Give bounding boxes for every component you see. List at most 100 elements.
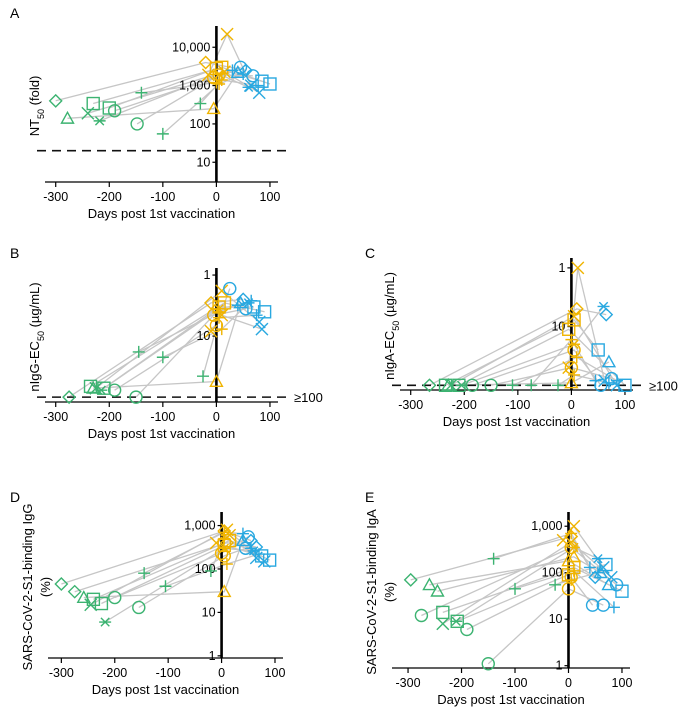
x-tick-label: -100 [150,410,175,424]
point-circle2-0 [129,390,143,404]
point-x2-0 [562,361,576,375]
x-tick-label: -300 [398,398,423,412]
point-circle1-2 [233,60,248,74]
point-circle1-0 [465,378,480,393]
point-diamond-2 [238,63,253,78]
y-tick-label: 1 [209,649,216,663]
panel-d: D -300 -200 -100 0 100 Days post 1st vaccinati… [10,489,285,697]
x-tick-label: 100 [260,410,281,424]
y-axis-label-unit: (%) [38,577,53,597]
point-plus3-0 [552,379,565,392]
point-plus2-2 [589,374,602,387]
point-plus3-2 [252,79,265,92]
point-triangle-1 [209,374,224,388]
point-square1-2 [591,343,605,357]
panel-label: D [10,489,20,505]
series-line-circle2 [487,588,604,665]
point-asterisk-1 [567,542,580,553]
point-x2-2 [255,322,269,336]
point-asterisk-0 [455,380,468,390]
point-diamond-0 [422,378,437,393]
point-square2-0 [94,596,109,611]
x-tick-label: -100 [502,676,527,690]
series-line-diamond [429,308,607,386]
point-x2-2 [596,560,610,574]
point-diamond-0 [403,572,418,587]
point-circle1-0 [107,104,122,118]
point-circle2-1 [217,549,231,563]
y-tick-label: 1,000 [179,79,210,93]
x-tick-label: -200 [97,410,122,424]
y-tick-label: 10 [549,612,563,626]
point-diamond2-0 [67,584,82,599]
point-plus3-0 [549,578,562,591]
x-tick-label: -300 [49,666,74,680]
point-plus1-2 [231,299,244,312]
point-square1-2 [257,305,272,319]
point-circle1-0 [108,590,122,605]
x-axis-label: Days post 1st vaccination [88,426,235,441]
point-triangle2-0 [430,583,445,597]
point-circle2-0 [481,657,495,671]
point-asterisk-0 [95,385,108,395]
x-tick-label: 100 [265,666,286,680]
point-diamond-0 [54,577,69,592]
x-tick-label: -200 [102,666,127,680]
point-plus3-2 [250,309,263,322]
x-axis-label: Days post 1st vaccination [443,414,590,429]
point-circle0-0 [414,608,429,623]
point-plus1-0 [135,86,148,99]
panel-c: C ≥100 -300 -200 -100 0 100 Days post 1st vacci… [365,245,678,429]
x-axis-label: Days post 1st vaccination [437,692,584,707]
y-tick-label: 10 [196,155,210,169]
point-plus1-0 [132,345,145,358]
point-plus2-1 [567,564,580,577]
point-circle1-1 [567,343,581,357]
series-line-asterisk [100,302,249,391]
y-tick-label: 10,000 [172,40,210,54]
x-tick-label: 100 [612,676,633,690]
x-tick-label: -100 [505,398,530,412]
point-plus1-0 [487,552,500,565]
point-square2-2 [254,549,269,563]
point-plus2-1 [215,323,228,336]
point-diamond-2 [599,307,614,322]
panel-a: A -300 -200 -100 0 100 Days post 1st vaccinati… [10,5,290,221]
point-diamond-2 [588,570,603,585]
point-x2-2 [249,551,263,565]
point-plus1-0 [506,379,519,392]
point-plus1-2 [583,561,596,574]
series-line-triangle [83,540,244,599]
series-line-circle2 [138,547,246,609]
point-plus2-0 [156,127,169,140]
point-circle1-0 [460,622,474,637]
point-triangle-2 [601,577,616,591]
point-plus2-1 [565,333,578,346]
x-tick-label: 0 [218,666,225,680]
panel-label: A [10,5,20,21]
point-diamond-1 [198,55,213,70]
point-circle1-2 [223,281,237,296]
point-diamond-0 [48,93,63,108]
threshold-label: ≥100 [649,378,678,393]
series-line-triangle [67,72,239,119]
panel-label: B [10,245,19,261]
y-tick-label: 1 [556,659,563,673]
x-tick-label: -100 [156,666,181,680]
point-plus1-1 [570,351,583,364]
point-circle2-0 [484,378,498,393]
panel-label: E [365,489,374,505]
panel-label: C [365,245,375,261]
point-circle2-2 [246,69,260,83]
point-plus1-0 [138,567,151,580]
y-axis-label: NT50 (fold) [27,76,46,137]
point-plus2-0 [509,582,522,595]
point-x1-0 [81,106,95,120]
y-tick-label: 1,000 [184,519,215,533]
point-triangle-2 [601,354,617,368]
point-square1-0 [86,96,100,111]
point-plus3-1 [568,368,581,381]
point-square2-2 [618,378,632,393]
y-tick-label: 1 [203,268,210,282]
